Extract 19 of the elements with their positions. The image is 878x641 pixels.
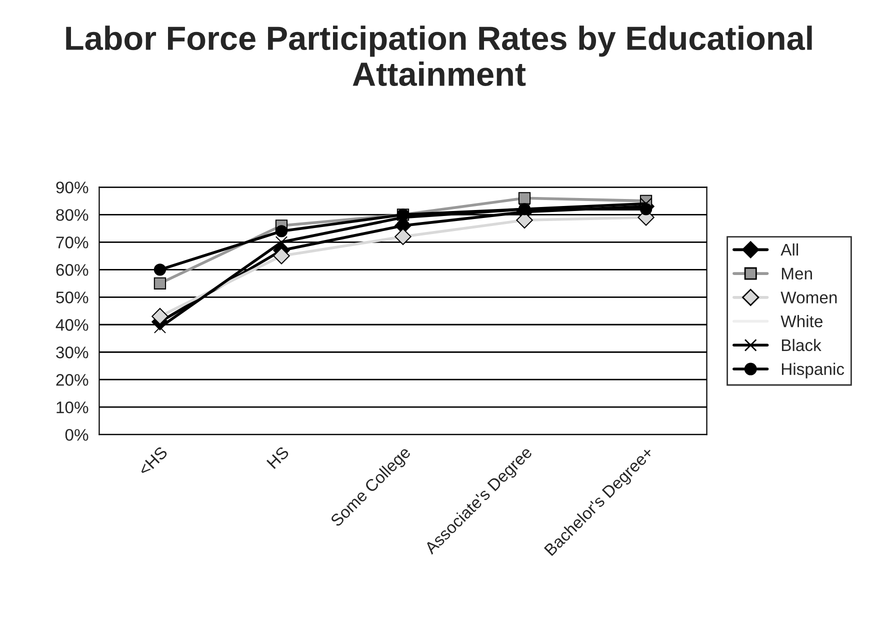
- y-tick-label: 0%: [65, 429, 88, 441]
- legend-label: White: [780, 315, 822, 328]
- y-tick-label: 60%: [56, 264, 88, 276]
- chart-title: Labor Force Participation Rates by Educational Attainment: [66, 26, 812, 86]
- x-tick-label: HS: [266, 446, 290, 470]
- y-tick-label: 40%: [56, 319, 88, 331]
- y-tick-label: 50%: [56, 292, 88, 304]
- legend-label: All: [780, 243, 798, 256]
- legend-label: Women: [780, 292, 837, 304]
- legend-label: Men: [782, 268, 812, 280]
- y-tick-label: 90%: [56, 182, 88, 194]
- y-tick-label: 20%: [56, 374, 88, 386]
- y-tick-label: 70%: [56, 236, 88, 248]
- legend-label: Hispanic: [782, 362, 844, 378]
- legend-label: Black: [782, 338, 822, 352]
- y-tick-label: 30%: [56, 346, 88, 358]
- y-tick-label: 80%: [56, 209, 88, 221]
- y-tick-label: 10%: [56, 402, 88, 414]
- x-tick-label: <HS: [138, 446, 168, 476]
